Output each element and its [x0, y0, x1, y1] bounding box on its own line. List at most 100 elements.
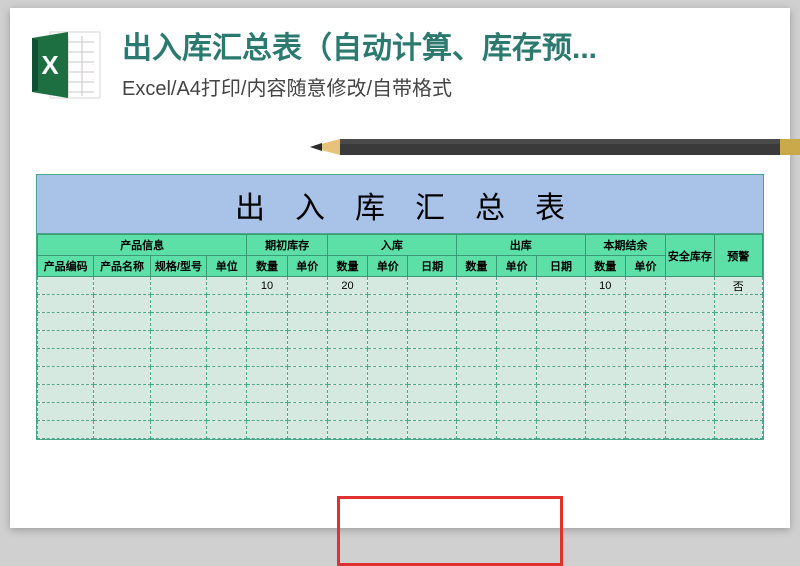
table-row [38, 331, 763, 349]
table-column-header: 单位 [207, 256, 247, 277]
table-cell [585, 403, 625, 421]
table-cell [287, 277, 327, 295]
table-row [38, 421, 763, 439]
table-cell [625, 421, 665, 439]
table-cell [327, 367, 367, 385]
table-column-header: 规格/型号 [150, 256, 206, 277]
inventory-table: 产品信息期初库存入库出库本期结余安全库存预警 产品编码产品名称规格/型号单位数量… [37, 234, 763, 439]
table-cell [625, 385, 665, 403]
table-cell [327, 295, 367, 313]
table-cell [537, 295, 585, 313]
table-cell [327, 313, 367, 331]
table-cell [666, 385, 714, 403]
table-cell [368, 295, 408, 313]
table-cell [714, 385, 763, 403]
table-cell [625, 313, 665, 331]
table-cell [94, 349, 150, 367]
table-cell [38, 421, 94, 439]
table-header-row-columns: 产品编码产品名称规格/型号单位数量单价数量单价日期数量单价日期数量单价 [38, 256, 763, 277]
table-cell [497, 403, 537, 421]
table-cell [456, 385, 496, 403]
table-cell [714, 331, 763, 349]
table-row [38, 403, 763, 421]
document-subtitle: Excel/A4打印/内容随意修改/自带格式 [122, 72, 597, 101]
table-cell [150, 349, 206, 367]
table-cell [327, 349, 367, 367]
table-cell [368, 331, 408, 349]
table-cell [625, 403, 665, 421]
table-cell [408, 331, 456, 349]
table-cell [408, 349, 456, 367]
table-cell [207, 367, 247, 385]
table-cell: 20 [327, 277, 367, 295]
table-cell [368, 385, 408, 403]
table-cell [327, 403, 367, 421]
table-cell [150, 421, 206, 439]
table-cell [537, 313, 585, 331]
table-cell [247, 331, 287, 349]
table-cell [408, 367, 456, 385]
table-cell [207, 403, 247, 421]
table-cell [666, 349, 714, 367]
table-cell [150, 367, 206, 385]
highlight-box [337, 496, 563, 566]
table-cell [94, 331, 150, 349]
table-cell [585, 295, 625, 313]
table-cell [714, 367, 763, 385]
table-cell [287, 349, 327, 367]
table-cell [207, 421, 247, 439]
table-column-header: 数量 [327, 256, 367, 277]
table-column-header: 单价 [625, 256, 665, 277]
table-cell [585, 421, 625, 439]
table-column-header: 产品名称 [94, 256, 150, 277]
table-cell [666, 403, 714, 421]
table-cell [625, 331, 665, 349]
table-cell [497, 331, 537, 349]
table-cell [456, 367, 496, 385]
table-cell [585, 385, 625, 403]
table-cell [94, 385, 150, 403]
table-cell [408, 313, 456, 331]
table-cell [714, 349, 763, 367]
table-cell [625, 367, 665, 385]
svg-text:X: X [41, 50, 59, 80]
table-cell [714, 295, 763, 313]
table-cell [287, 367, 327, 385]
table-cell [625, 349, 665, 367]
table-group-header: 期初库存 [247, 235, 328, 256]
table-cell [207, 313, 247, 331]
table-group-header: 出库 [456, 235, 585, 256]
table-cell [537, 331, 585, 349]
table-cell [368, 277, 408, 295]
table-cell [287, 313, 327, 331]
table-cell [537, 277, 585, 295]
table-cell [456, 421, 496, 439]
table-cell: 10 [247, 277, 287, 295]
table-cell [408, 277, 456, 295]
table-cell [287, 331, 327, 349]
table-row [38, 349, 763, 367]
table-cell [38, 331, 94, 349]
table-cell [38, 349, 94, 367]
table-cell [247, 403, 287, 421]
table-cell [38, 277, 94, 295]
table-column-header: 数量 [456, 256, 496, 277]
table-cell [38, 313, 94, 331]
excel-file-icon: X [28, 26, 106, 104]
table-cell [287, 295, 327, 313]
table-cell [408, 295, 456, 313]
table-cell [497, 277, 537, 295]
table-cell [94, 367, 150, 385]
table-row [38, 295, 763, 313]
table-cell [456, 403, 496, 421]
table-cell [368, 313, 408, 331]
spreadsheet: 出入库汇总表 产品信息期初库存入库出库本期结余安全库存预警 产品编码产品名称规格… [36, 174, 764, 440]
table-group-header: 入库 [327, 235, 456, 256]
table-cell [38, 295, 94, 313]
document-page: X 出入库汇总表（自动计算、库存预... Excel/A4打印/内容随意修改/自… [10, 8, 790, 528]
table-cell [666, 367, 714, 385]
table-cell [714, 403, 763, 421]
table-cell [150, 331, 206, 349]
table-cell [368, 367, 408, 385]
table-cell: 10 [585, 277, 625, 295]
